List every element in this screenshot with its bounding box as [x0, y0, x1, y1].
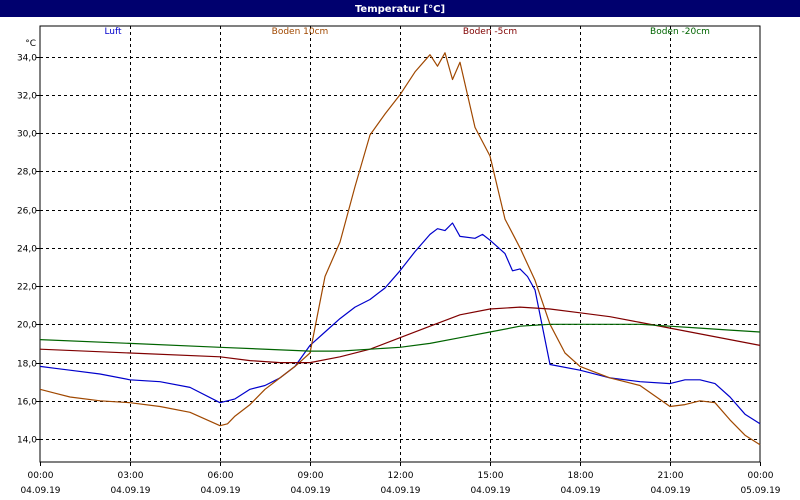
x-tick-date: 05.09.19 [740, 486, 780, 496]
x-tick-time: 21:00 [658, 471, 684, 481]
x-tick-time: 18:00 [568, 471, 594, 481]
legend-entry: Boden -5cm [463, 27, 517, 37]
x-tick-time: 06:00 [208, 471, 234, 481]
legend-entry: Boden 10cm [272, 27, 329, 37]
x-tick-time: 03:00 [118, 471, 144, 481]
y-tick-label: 22,0 [17, 283, 37, 293]
x-tick-time: 09:00 [298, 471, 324, 481]
x-tick-date: 04.09.19 [110, 486, 150, 496]
x-tick-time: 00:00 [748, 471, 774, 481]
x-tick-date: 04.09.19 [650, 486, 690, 496]
legend-entry: Boden -20cm [650, 27, 710, 37]
y-tick-label: 30,0 [17, 130, 37, 140]
y-axis-unit: °C [25, 39, 36, 49]
x-tick-date: 04.09.19 [290, 486, 330, 496]
x-tick-time: 00:00 [28, 471, 54, 481]
x-tick-time: 15:00 [478, 471, 504, 481]
x-tick-date: 04.09.19 [470, 486, 510, 496]
legend-entry: Luft [104, 27, 122, 37]
chart-title: Temperatur [°C] [355, 4, 445, 15]
y-tick-label: 18,0 [17, 360, 37, 370]
y-tick-label: 28,0 [17, 168, 37, 178]
y-tick-label: 16,0 [17, 398, 37, 408]
x-tick-date: 04.09.19 [20, 486, 60, 496]
y-tick-label: 32,0 [17, 92, 37, 102]
series-line-boden-20cm [39, 323, 761, 352]
y-tick-label: 14,0 [17, 436, 37, 446]
y-tick-label: 34,0 [17, 54, 37, 64]
x-tick-date: 04.09.19 [380, 486, 420, 496]
title-bar [0, 0, 800, 17]
x-tick-time: 12:00 [388, 471, 414, 481]
y-tick-label: 24,0 [17, 245, 37, 255]
series-line-boden-5cm [39, 306, 761, 364]
x-tick-date: 04.09.19 [560, 486, 600, 496]
series-line-boden-10cm [39, 52, 761, 446]
y-tick-label: 26,0 [17, 207, 37, 217]
y-tick-label: 20,0 [17, 321, 37, 331]
x-tick-date: 04.09.19 [200, 486, 240, 496]
series-line-luft [39, 222, 761, 425]
